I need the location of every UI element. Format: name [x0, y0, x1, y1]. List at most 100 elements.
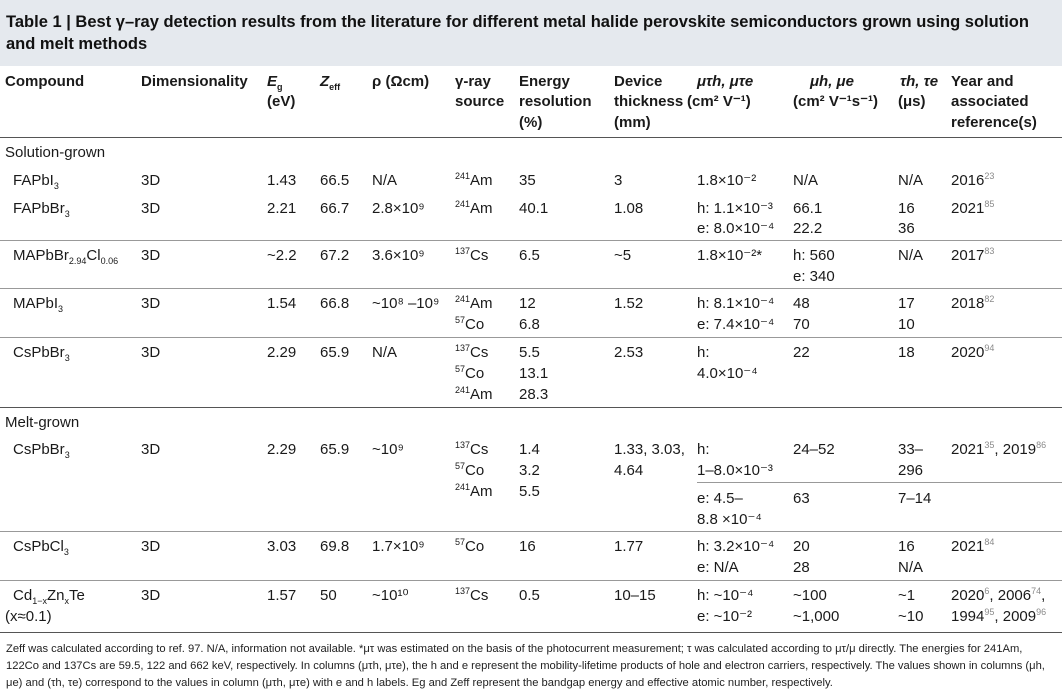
cell-mobility-electron: 28: [793, 559, 810, 576]
subrow-divider: [697, 482, 1062, 483]
cell-year: 199495, 200996: [951, 606, 1046, 627]
cell-dimensionality: 3D: [141, 441, 161, 458]
cell-resolution: 12: [519, 295, 536, 312]
compound-text: FAPbI: [13, 172, 54, 189]
compound-text: MAPbI: [13, 295, 59, 312]
header-tau-2: (μs): [898, 93, 926, 110]
cell-compound: Cd1−xZnxTe: [13, 585, 85, 606]
cell-year: 202185: [951, 198, 994, 219]
source-mass: 57: [455, 537, 466, 547]
cell-compound: MAPbI3: [13, 293, 63, 314]
cell-resolution: 6.8: [519, 316, 540, 333]
cell-eg: 1.43: [267, 172, 297, 189]
cell-mutau: 8.8 ×10⁻⁴: [697, 511, 762, 528]
cell-compound: CsPbCl3: [13, 536, 69, 557]
cell-year: 20206, 200674,: [951, 586, 1046, 605]
header-source-2: source: [455, 93, 505, 110]
cell-thickness: 1.52: [614, 295, 644, 312]
source-mass: 137: [455, 246, 471, 256]
cell-mobility-hole: 48: [793, 295, 810, 312]
year-text: , 2019: [994, 441, 1037, 458]
year-text: 2020: [951, 587, 985, 604]
source-element: Am: [470, 200, 493, 217]
source-mass: 241: [455, 199, 471, 209]
cell-mutau-electron: e: 7.4×10⁻⁴: [697, 316, 775, 333]
cell-source: 57Co: [455, 314, 484, 335]
cell-mobility-hole: ~100: [793, 587, 827, 604]
cell-year: 202135, 201986: [951, 439, 1046, 460]
cell-source: 57Co: [455, 363, 484, 384]
cell-mobility: 22: [793, 344, 810, 361]
cell-mobility: N/A: [793, 172, 819, 189]
cell-mutau: 1–8.0×10⁻³: [697, 462, 773, 479]
cell-lifetime: 18: [898, 344, 915, 361]
cell-mobility-electron: ~1,000: [793, 608, 840, 625]
source-element: Am: [470, 172, 493, 189]
caption-text: Table 1 | Best γ–ray detection results f…: [6, 11, 1046, 55]
cell-mobility-hole: h: 560: [793, 247, 835, 264]
cell-zeff: 66.7: [320, 200, 350, 217]
compound-text: MAPbBr: [13, 247, 69, 264]
cell-eg: 2.29: [267, 344, 297, 361]
cell-year: 201623: [951, 170, 994, 191]
row-divider: [0, 288, 1062, 289]
cell-dimensionality: 3D: [141, 200, 161, 217]
cell-resolution: 13.1: [519, 365, 549, 382]
cell-year: 201783: [951, 245, 994, 266]
source-element: Cs: [470, 247, 489, 264]
compound-text: Zn: [46, 587, 65, 604]
cell-resolution: 35: [519, 172, 536, 189]
cell-year: 202184: [951, 536, 994, 557]
cell-eg: 3.03: [267, 538, 297, 555]
cell-dimensionality: 3D: [141, 587, 161, 604]
cell-lifetime-electron: ~10: [898, 608, 924, 625]
compound-sub: 3: [58, 304, 64, 314]
cell-thickness: 4.64: [614, 462, 644, 479]
source-mass: 241: [455, 482, 471, 492]
source-element: Am: [470, 483, 493, 500]
cell-mutau-hole: h: ~10⁻⁴: [697, 587, 754, 604]
cell-resolution: 28.3: [519, 386, 549, 403]
header-zeff-symbol: Z: [320, 73, 330, 90]
cell-source: 57Co: [455, 536, 484, 557]
cell-source: 241Am: [455, 384, 493, 405]
cell-compound: FAPbI3: [13, 170, 59, 191]
cell-compound: CsPbBr3: [13, 342, 70, 363]
cell-lifetime: N/A: [898, 247, 924, 264]
cell-zeff: 65.9: [320, 344, 350, 361]
year-text: , 2006: [989, 587, 1032, 604]
cell-mobility-hole: 24–52: [793, 441, 835, 458]
cell-year: 202094: [951, 342, 994, 363]
cell-mobility-hole: 20: [793, 538, 810, 555]
cell-resistivity: ~10⁸ –10⁹: [372, 295, 440, 312]
cell-compound: FAPbBr3: [13, 198, 70, 219]
cell-lifetime: 7–14: [898, 490, 932, 507]
header-energy-3: (%): [519, 114, 543, 131]
cell-dimensionality: 3D: [141, 295, 161, 312]
cell-dimensionality: 3D: [141, 247, 161, 264]
cell-resolution: 5.5: [519, 483, 540, 500]
header-mutau-2: (cm² V⁻¹): [687, 93, 751, 110]
year-text: , 2009: [994, 608, 1037, 625]
cell-lifetime-electron: N/A: [898, 559, 924, 576]
row-divider: [0, 580, 1062, 581]
cell-zeff: 50: [320, 587, 337, 604]
cell-mutau: 1.8×10⁻²*: [697, 247, 763, 264]
cell-mutau-electron: e: 8.0×10⁻⁴: [697, 220, 775, 237]
reference-number: 83: [984, 246, 995, 256]
cell-zeff: 66.5: [320, 172, 350, 189]
cell-mutau: e: 4.5–: [697, 490, 743, 507]
reference-number: 6: [984, 586, 990, 596]
cell-mobility-electron: 63: [793, 490, 810, 507]
cell-source: 137Cs: [455, 342, 488, 363]
cell-resolution: 0.5: [519, 587, 540, 604]
cell-thickness: 3: [614, 172, 623, 189]
header-energy-2: resolution: [519, 93, 592, 110]
year-text: 2021: [951, 200, 985, 217]
cell-resistivity: ~10⁹: [372, 441, 404, 458]
cell-mutau: h:: [697, 344, 710, 361]
year-text: 2020: [951, 344, 985, 361]
source-mass: 137: [455, 343, 471, 353]
header-mutau-1: μτh, μτe: [697, 73, 754, 90]
source-element: Co: [465, 538, 485, 555]
